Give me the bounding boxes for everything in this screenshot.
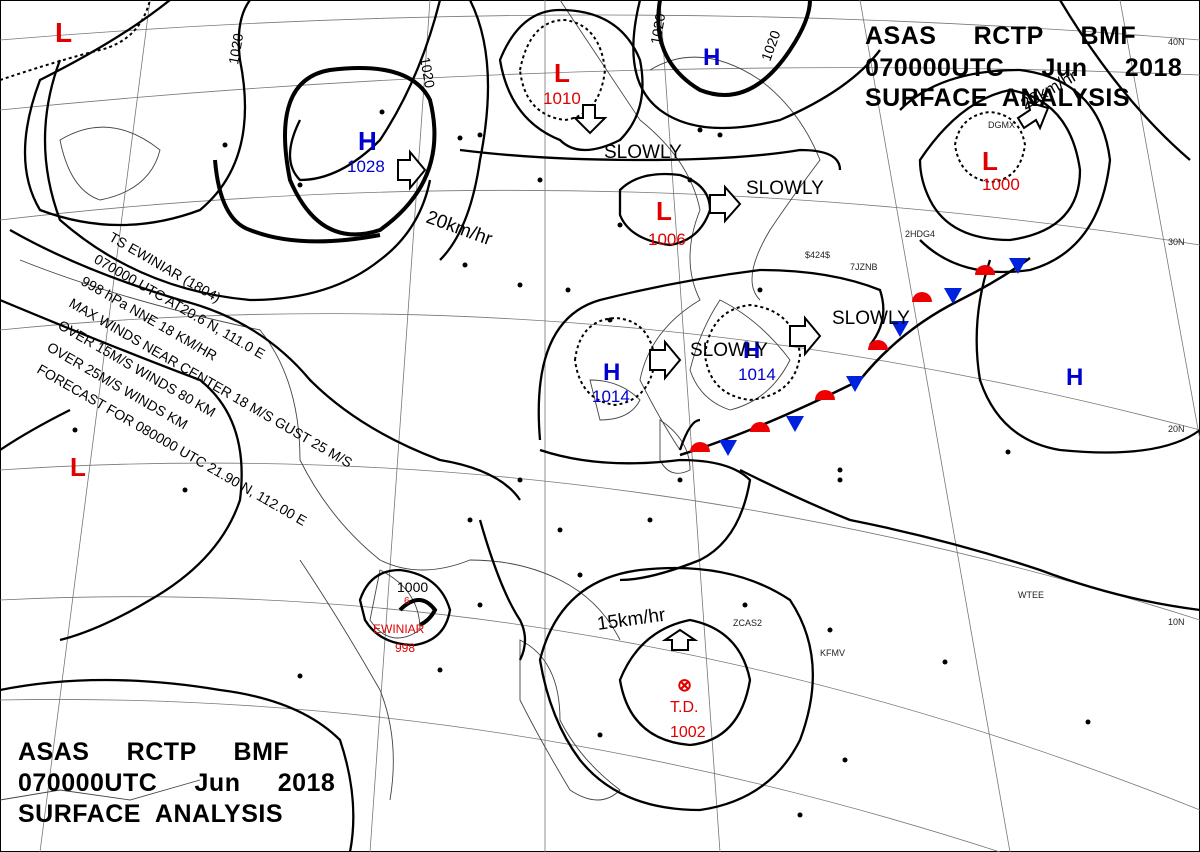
- motion-label: SLOWLY: [604, 142, 682, 163]
- warm-front-symbol: [815, 390, 835, 400]
- typhoon-isobar-label: 1000: [397, 579, 428, 595]
- isobar-label: 1020: [647, 12, 668, 46]
- typhoon-ewiniar: 1000 6 EWINIAR 998: [373, 579, 428, 655]
- station-code: WTEE: [1018, 590, 1044, 600]
- lat-label: 20N: [1168, 424, 1185, 434]
- low-marker: L: [656, 196, 672, 226]
- high-pressure-value: 1014: [738, 365, 776, 384]
- low-pressure-value: 1000: [982, 175, 1020, 194]
- header-line: ASAS RCTP BMF: [18, 738, 289, 766]
- typhoon-name: EWINIAR: [373, 622, 425, 636]
- cold-front-symbol: [891, 321, 909, 337]
- station-code: ZCAS2: [733, 618, 762, 628]
- motion-label: SLOWLY: [746, 178, 824, 199]
- lat-label: 40N: [1168, 37, 1185, 47]
- warm-front-symbol: [912, 292, 932, 302]
- td-label: T.D.: [670, 699, 698, 716]
- cold-front-symbol: [786, 416, 804, 432]
- lat-label: 10N: [1168, 617, 1185, 627]
- high-pressure-value: 1028: [347, 157, 385, 176]
- isobar-value-labels: 1020 1020 1020 1020: [225, 12, 783, 90]
- typhoon-symbol: 6: [404, 596, 410, 607]
- station-observations: [72, 109, 1091, 818]
- header-bottom-left: ASAS RCTP BMF 070000UTC Jun 2018 SURFACE…: [18, 738, 335, 828]
- typhoon-pressure: 998: [395, 641, 415, 655]
- station-code: 2HDG4: [905, 229, 935, 239]
- arrow-l1000: [1016, 100, 1050, 131]
- header-line: SURFACE ANALYSIS: [865, 84, 1130, 112]
- arrow-l1006: [709, 184, 742, 224]
- cold-front-symbol: [719, 440, 737, 456]
- front-symbols: [690, 258, 1027, 456]
- warm-front-symbol: [975, 265, 995, 275]
- high-marker: H: [358, 126, 377, 156]
- arrow-h1014-east: [789, 315, 822, 357]
- pressure-systems: L H 1028 L 1010 H L 1000 L 1006 H 1014 H…: [55, 17, 1083, 482]
- isobar-label: 1020: [225, 32, 246, 66]
- low-pressure-value: 1010: [543, 89, 581, 108]
- low-marker: L: [70, 452, 86, 482]
- coastlines: [0, 0, 821, 801]
- low-marker: L: [55, 17, 72, 48]
- cold-front-symbol: [846, 376, 864, 392]
- high-pressure-value: 1014: [592, 387, 630, 406]
- latitude-labels: 40N 30N 20N 10N: [1168, 37, 1185, 627]
- station-code: DGMX: [988, 120, 1015, 130]
- station-code: $424$: [805, 250, 830, 260]
- motion-arrows: [397, 100, 1050, 651]
- arrow-l1010: [572, 104, 608, 135]
- motion-label: SLOWLY: [832, 308, 910, 329]
- low-marker: L: [554, 58, 570, 88]
- high-marker: H: [1066, 364, 1083, 391]
- header-top-right: ASAS RCTP BMF 070000UTC Jun 2018 SURFACE…: [865, 22, 1182, 112]
- high-marker: H: [743, 337, 760, 364]
- header-line: SURFACE ANALYSIS: [18, 800, 283, 828]
- arrow-h1028: [397, 149, 427, 191]
- lat-label: 30N: [1168, 237, 1185, 247]
- cold-front-symbol: [1009, 258, 1027, 274]
- tropical-depression: ⊗ T.D. 1002: [670, 675, 706, 741]
- td-pressure: 1002: [670, 724, 706, 741]
- header-line: ASAS RCTP BMF: [865, 22, 1136, 50]
- low-pressure-value: 1006: [648, 230, 686, 249]
- arrow-td: [661, 628, 699, 651]
- isobar-label: 1020: [417, 56, 438, 90]
- header-line: 070000UTC Jun 2018: [18, 769, 335, 797]
- high-marker: H: [703, 44, 720, 71]
- warm-front-symbol: [750, 422, 770, 432]
- high-marker: H: [603, 359, 620, 386]
- warm-front-symbol: [868, 340, 888, 350]
- warm-front-symbol: [690, 442, 710, 452]
- station-code: 7JZNB: [850, 262, 878, 272]
- low-marker: L: [982, 146, 998, 176]
- station-codes: DGMX 2HDG4 7JZNB $424$ ZCAS2 KFMV WTEE: [733, 120, 1044, 658]
- motion-label: SLOWLY: [690, 340, 768, 361]
- td-symbol-icon: ⊗: [677, 675, 692, 695]
- arrow-h1014-west: [649, 339, 682, 381]
- cold-front-symbol: [944, 288, 962, 304]
- station-code: KFMV: [820, 648, 845, 658]
- header-line: 070000UTC Jun 2018: [865, 54, 1182, 82]
